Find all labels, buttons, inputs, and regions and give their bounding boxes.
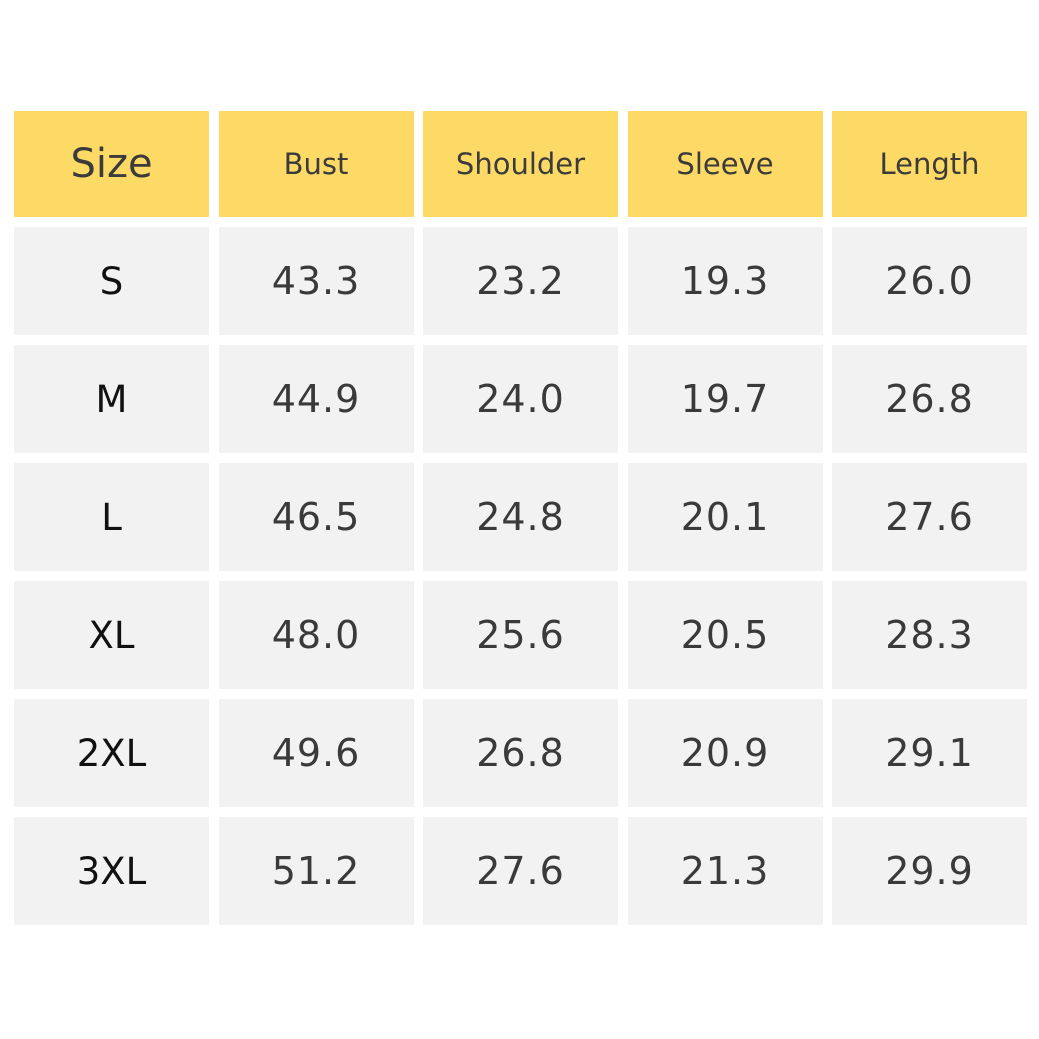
length-cell: 29.1 (832, 699, 1027, 807)
length-cell: 26.8 (832, 345, 1027, 453)
shoulder-cell: 23.2 (423, 227, 618, 335)
length-cell: 29.9 (832, 817, 1027, 925)
header-sleeve: Sleeve (627, 111, 823, 217)
bust-cell: 44.9 (218, 345, 414, 453)
size-cell: 3XL (14, 817, 209, 925)
sleeve-cell: 20.1 (627, 463, 823, 571)
bust-cell: 46.5 (218, 463, 414, 571)
header-shoulder: Shoulder (423, 111, 618, 217)
bust-cell: 51.2 (218, 817, 414, 925)
shoulder-cell: 24.8 (423, 463, 618, 571)
size-chart-table: Size Bust Shoulder Sleeve Length S 43.3 … (14, 111, 1027, 935)
bust-cell: 48.0 (218, 581, 414, 689)
sleeve-cell: 20.5 (627, 581, 823, 689)
shoulder-cell: 27.6 (423, 817, 618, 925)
shoulder-cell: 26.8 (423, 699, 618, 807)
bust-cell: 43.3 (218, 227, 414, 335)
size-cell: M (14, 345, 209, 453)
size-cell: S (14, 227, 209, 335)
shoulder-cell: 24.0 (423, 345, 618, 453)
bust-cell: 49.6 (218, 699, 414, 807)
length-cell: 27.6 (832, 463, 1027, 571)
shoulder-cell: 25.6 (423, 581, 618, 689)
sleeve-cell: 21.3 (627, 817, 823, 925)
sleeve-cell: 19.3 (627, 227, 823, 335)
size-cell: XL (14, 581, 209, 689)
sleeve-cell: 19.7 (627, 345, 823, 453)
size-cell: 2XL (14, 699, 209, 807)
sleeve-cell: 20.9 (627, 699, 823, 807)
length-cell: 26.0 (832, 227, 1027, 335)
header-bust: Bust (218, 111, 414, 217)
header-length: Length (832, 111, 1027, 217)
size-cell: L (14, 463, 209, 571)
length-cell: 28.3 (832, 581, 1027, 689)
header-size: Size (14, 111, 209, 217)
